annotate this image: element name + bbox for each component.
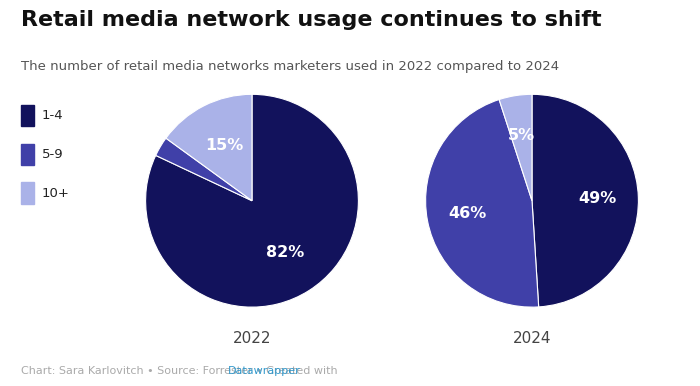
Wedge shape <box>166 94 252 201</box>
Text: 5%: 5% <box>508 128 536 143</box>
Wedge shape <box>155 138 252 201</box>
Text: 5-9: 5-9 <box>42 148 64 161</box>
Text: 49%: 49% <box>579 191 617 206</box>
Text: Datawrapper: Datawrapper <box>228 366 301 376</box>
Wedge shape <box>532 94 638 307</box>
Text: 2024: 2024 <box>512 330 552 345</box>
Text: Chart: Sara Karlovitch • Source: Forrester • Created with: Chart: Sara Karlovitch • Source: Forrest… <box>21 366 341 376</box>
Text: 46%: 46% <box>448 206 486 220</box>
Text: Retail media network usage continues to shift: Retail media network usage continues to … <box>21 10 601 30</box>
Wedge shape <box>426 100 539 307</box>
Text: The number of retail media networks marketers used in 2022 compared to 2024: The number of retail media networks mark… <box>21 60 559 73</box>
Text: 15%: 15% <box>205 138 243 153</box>
Text: 1-4: 1-4 <box>42 109 64 122</box>
Text: 82%: 82% <box>266 245 304 260</box>
Text: 2022: 2022 <box>233 330 272 345</box>
Wedge shape <box>499 94 532 201</box>
Text: 10+: 10+ <box>42 186 70 200</box>
Wedge shape <box>146 94 358 307</box>
